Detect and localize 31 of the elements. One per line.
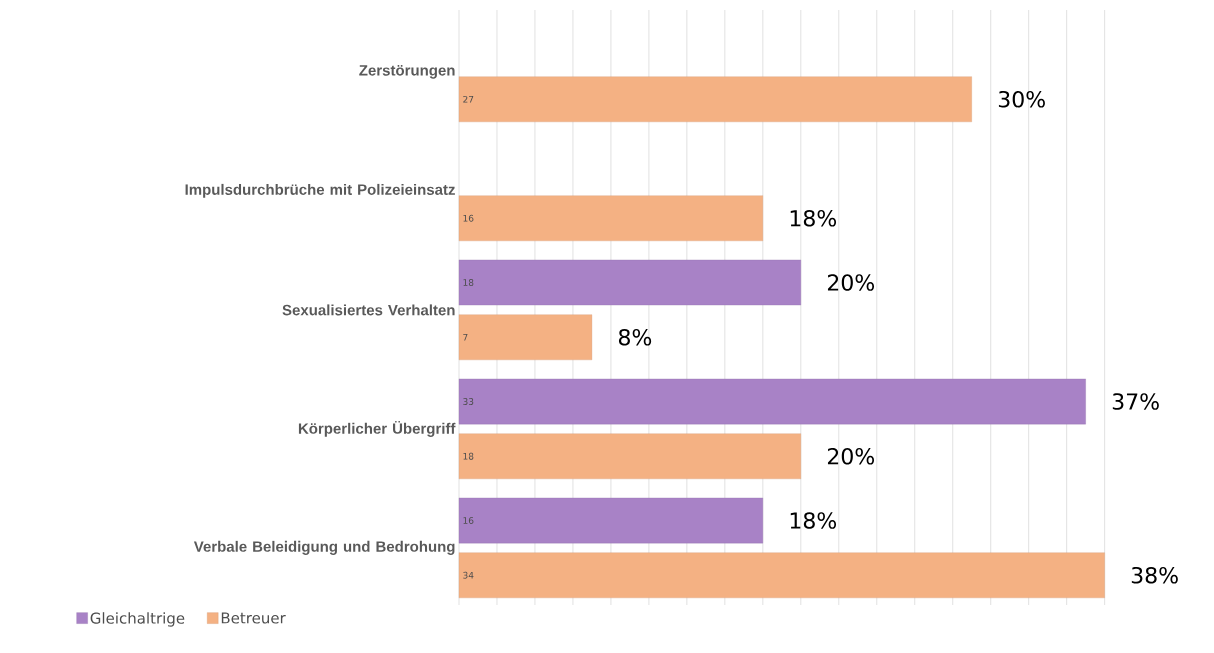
bar — [458, 552, 1105, 599]
bar — [458, 259, 801, 306]
data-label: 16 — [463, 214, 474, 222]
data-label: 33 — [463, 398, 474, 405]
annotation: 18% — [790, 209, 837, 227]
annotation: 20% — [827, 447, 875, 465]
y-tick-label: Sexualisiertes Verhalten — [282, 304, 455, 316]
y-tick-label: Körperlicher Übergriff — [298, 420, 456, 437]
y-tick-label: Zerstörungen — [359, 65, 455, 79]
bar — [458, 314, 593, 361]
data-label: 16 — [463, 517, 474, 524]
bar — [458, 433, 801, 480]
annotation: 18% — [790, 512, 837, 529]
bar — [458, 76, 972, 123]
legend-label: Gleichaltrige — [90, 612, 185, 627]
bar — [458, 497, 763, 544]
annotation: 30% — [998, 90, 1045, 108]
data-label: 7 — [463, 333, 468, 341]
annotation: 20% — [827, 274, 875, 291]
bar — [458, 195, 763, 242]
annotation: 38% — [1131, 566, 1178, 584]
annotation: 37% — [1112, 393, 1159, 410]
y-tick-label: Verbale Beleidigung und Bedrohung — [193, 540, 455, 555]
data-label: 18 — [463, 452, 474, 460]
data-label: 18 — [463, 279, 474, 286]
legend-label: Betreuer — [221, 612, 286, 624]
y-tick-label: Impulsdurchbrüche mit Polizeieinsatz — [185, 183, 455, 198]
data-label: 34 — [463, 571, 474, 579]
data-label: 27 — [463, 95, 474, 103]
bar — [458, 378, 1086, 425]
annotation: 8% — [618, 328, 652, 346]
